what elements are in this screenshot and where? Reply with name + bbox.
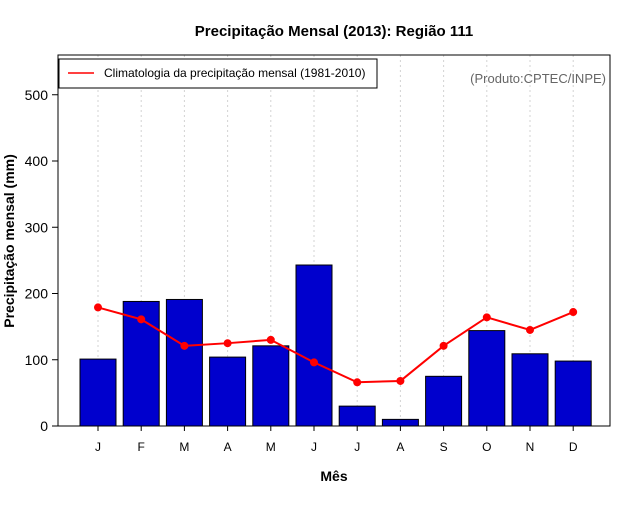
- climatology-point-6: [353, 378, 362, 387]
- bar-8: [425, 375, 463, 427]
- bar-4: [252, 345, 290, 427]
- chart-title: Precipitação Mensal (2013): Região 111: [195, 23, 473, 40]
- x-axis-label: Mês: [320, 468, 347, 484]
- bar-7: [381, 418, 419, 427]
- climatology-point-11: [569, 308, 578, 317]
- x-tick-label: S: [440, 440, 448, 454]
- y-tick-label: 500: [25, 87, 49, 103]
- climatology-point-1: [137, 315, 146, 324]
- legend: Climatologia da precipitação mensal (198…: [58, 58, 378, 89]
- climatology-point-3: [223, 339, 232, 348]
- climatology-line-layer: [94, 303, 578, 387]
- bar-5: [295, 264, 333, 427]
- climatology-point-7: [396, 376, 405, 385]
- y-axis-label: Precipitação mensal (mm): [1, 154, 17, 328]
- climatology-point-0: [94, 303, 102, 312]
- y-axis: 0 100 200 300 400 500: [25, 87, 58, 434]
- x-tick-label: O: [482, 440, 491, 454]
- bar-3: [209, 356, 247, 427]
- climatology-point-10: [526, 325, 534, 334]
- bar-0: [79, 358, 117, 427]
- y-tick-label: 300: [25, 219, 49, 235]
- legend-label-climatology: Climatologia da precipitação mensal (198…: [104, 66, 365, 80]
- x-tick-label: N: [526, 440, 535, 454]
- x-tick-label: F: [138, 440, 145, 454]
- bars-layer: [79, 264, 592, 427]
- climatology-point-2: [180, 341, 189, 350]
- credit-text: (Produto:CPTEC/INPE): [470, 71, 606, 86]
- y-tick-label: 100: [25, 352, 49, 368]
- bar-2: [165, 298, 203, 427]
- legend-box: [58, 58, 378, 89]
- x-tick-label: M: [266, 440, 276, 454]
- x-tick-label: A: [224, 440, 232, 454]
- climatology-line: [97, 306, 574, 384]
- y-tick-label: 0: [40, 418, 48, 434]
- y-tick-label: 200: [25, 286, 49, 302]
- climatology-point-8: [439, 341, 448, 350]
- bar-10: [511, 353, 549, 427]
- climatology-point-4: [266, 335, 275, 344]
- x-tick-label: D: [569, 440, 578, 454]
- x-tick-label: J: [95, 440, 101, 454]
- x-tick-label: J: [354, 440, 360, 454]
- x-tick-label: A: [396, 440, 404, 454]
- grid-layer: [97, 55, 574, 426]
- bar-11: [554, 360, 592, 427]
- bar-9: [468, 330, 506, 427]
- climatology-point-9: [482, 313, 491, 322]
- x-tick-label: J: [311, 440, 317, 454]
- x-tick-label: M: [179, 440, 189, 454]
- climatology-point-5: [310, 358, 318, 367]
- y-tick-label: 400: [25, 153, 49, 169]
- bar-6: [338, 405, 376, 427]
- plot-frame: [57, 54, 611, 427]
